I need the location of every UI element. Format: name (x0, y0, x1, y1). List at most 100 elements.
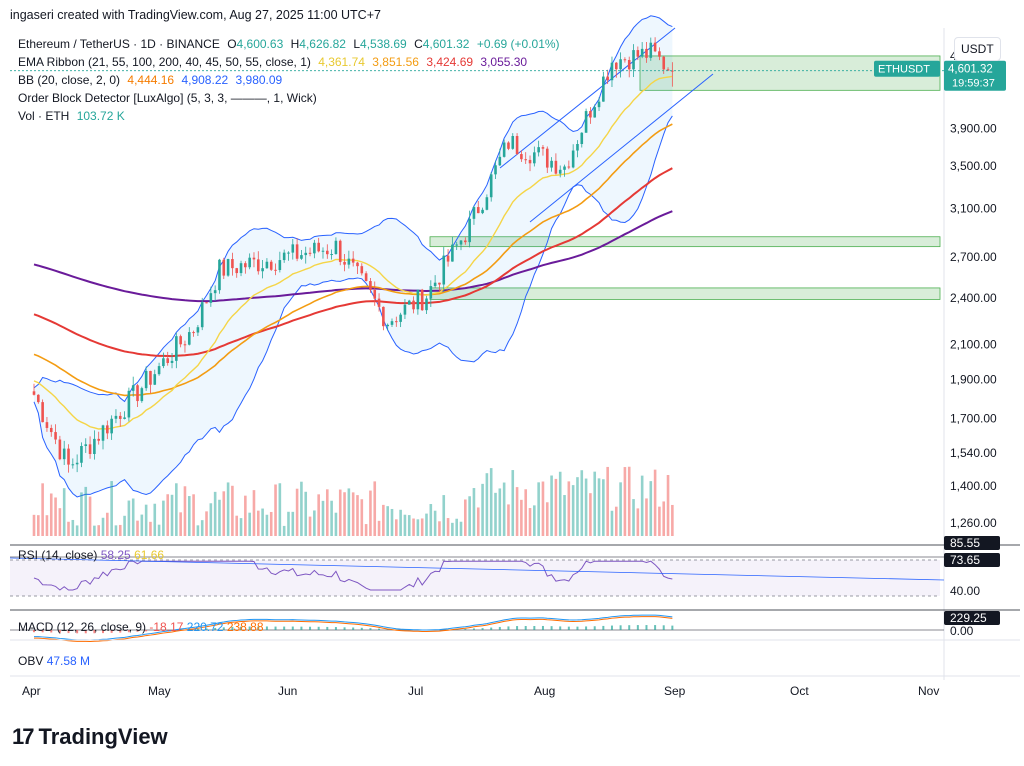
time-axis-label: Oct (790, 684, 809, 698)
volume-legend[interactable]: Vol · ETH 103.72 K (18, 109, 129, 123)
candle-body (584, 111, 588, 133)
macd-histogram-bar (628, 625, 631, 630)
macd-histogram-bar (524, 626, 527, 630)
volume-bar (58, 508, 62, 536)
volume-bar (550, 475, 553, 536)
volume-bar (636, 508, 640, 536)
candle-body (640, 48, 644, 57)
macd-histogram-bar (50, 630, 53, 633)
candle-body (80, 446, 83, 463)
macd-histogram-bar (222, 627, 225, 630)
candle-body (37, 394, 40, 403)
volume-bar (287, 511, 290, 536)
volume-bar (420, 518, 424, 536)
volume-bar (451, 522, 454, 536)
candle-body (451, 244, 454, 262)
candle-body (649, 42, 653, 58)
volume-bar (200, 520, 204, 536)
candle-body (606, 76, 609, 81)
rsi-value: 58.25 (100, 548, 131, 562)
volume-bar (308, 516, 312, 536)
macd-histogram-bar (334, 627, 337, 630)
macd-histogram-bar (110, 630, 113, 633)
candle-body (218, 259, 221, 291)
volume-bar (619, 482, 622, 536)
macd-axis-label: 0.00 (950, 624, 974, 638)
volume-bar (157, 524, 161, 536)
ob-legend[interactable]: Order Block Detector [LuxAlgo] (5, 3, 3,… (18, 91, 321, 105)
ob-label: Order Block Detector [LuxAlgo] (5, 3, 3,… (18, 91, 317, 105)
macd-histogram-bar (360, 627, 363, 630)
volume-bar (429, 504, 433, 536)
candle-body (472, 207, 476, 219)
candle-body (494, 165, 497, 175)
candle-body (382, 306, 385, 327)
candle-body (619, 59, 622, 70)
macd-histogram-bar (378, 628, 381, 630)
candle-body (157, 366, 161, 375)
candle-body (118, 415, 122, 419)
volume-bar (597, 478, 601, 536)
volume-bar (261, 508, 264, 536)
volume-bar (123, 515, 126, 536)
macd-histogram-bar (119, 630, 122, 633)
volume-bar (321, 500, 325, 536)
volume-bar (41, 483, 44, 536)
macd-histogram-bar (205, 628, 208, 630)
candle-body (425, 298, 428, 311)
candle-body (502, 142, 506, 157)
candle-body (170, 360, 174, 363)
volume-bar (571, 485, 575, 536)
macd-line (33, 614, 673, 641)
macd-histogram-bar (619, 625, 622, 630)
currency-button[interactable]: USDT (954, 37, 1001, 61)
candle-body (416, 289, 420, 310)
obv-legend[interactable]: OBV 47.58 M (18, 654, 90, 668)
volume-bar (602, 479, 605, 536)
volume-bar (528, 508, 532, 536)
volume-bar (606, 466, 609, 536)
candle-body (144, 370, 148, 389)
volume-bar (97, 525, 100, 536)
volume-bar (468, 496, 471, 536)
macd-histogram-bar (300, 626, 303, 630)
ema-legend[interactable]: EMA Ribbon (21, 55, 100, 200, 40, 45, 50… (18, 55, 531, 69)
volume-bar (75, 525, 79, 536)
candle-body (455, 244, 458, 246)
candle-body (265, 261, 269, 269)
volume-bar (464, 499, 467, 536)
rsi-axis-tag (944, 553, 1000, 567)
high-label: H (290, 37, 300, 51)
volume-bar (37, 515, 40, 536)
volume-bar (584, 478, 588, 536)
volume-bar (653, 469, 657, 536)
macd-legend[interactable]: MACD (12, 26, close, 9) -18.17 220.72 23… (18, 620, 264, 634)
macd-histogram-bar (602, 625, 605, 630)
candle-body (239, 263, 243, 274)
bollinger-lower-line (33, 115, 673, 498)
volume-bar (231, 485, 234, 536)
macd-histogram-bar (585, 626, 588, 630)
candle-body (58, 439, 62, 460)
volume-bar (239, 518, 243, 536)
macd-histogram-bar (102, 630, 105, 634)
volume-bar (364, 524, 368, 536)
candle-body (515, 136, 519, 155)
symbol-name: Ethereum / TetherUS · 1D · BINANCE (18, 37, 220, 51)
rsi-legend[interactable]: RSI (14, close) 58.25 61.66 (18, 548, 164, 562)
volume-bar (235, 515, 239, 536)
candle-body (330, 254, 333, 256)
macd-histogram-bar (662, 625, 665, 630)
macd-histogram-bar (93, 630, 96, 634)
volume-bar (373, 481, 377, 536)
macd-histogram-bar (550, 626, 553, 630)
candle-body (377, 298, 381, 307)
bb-legend[interactable]: BB (20, close, 2, 0) 4,444.16 4,908.22 3… (18, 73, 286, 87)
candle-body (636, 50, 640, 57)
tradingview-logo[interactable]: 17 TradingView (12, 724, 168, 750)
candle-body (468, 218, 471, 243)
volume-bar (244, 495, 247, 536)
volume-bar (114, 525, 118, 536)
macd-histogram-bar (343, 627, 346, 630)
